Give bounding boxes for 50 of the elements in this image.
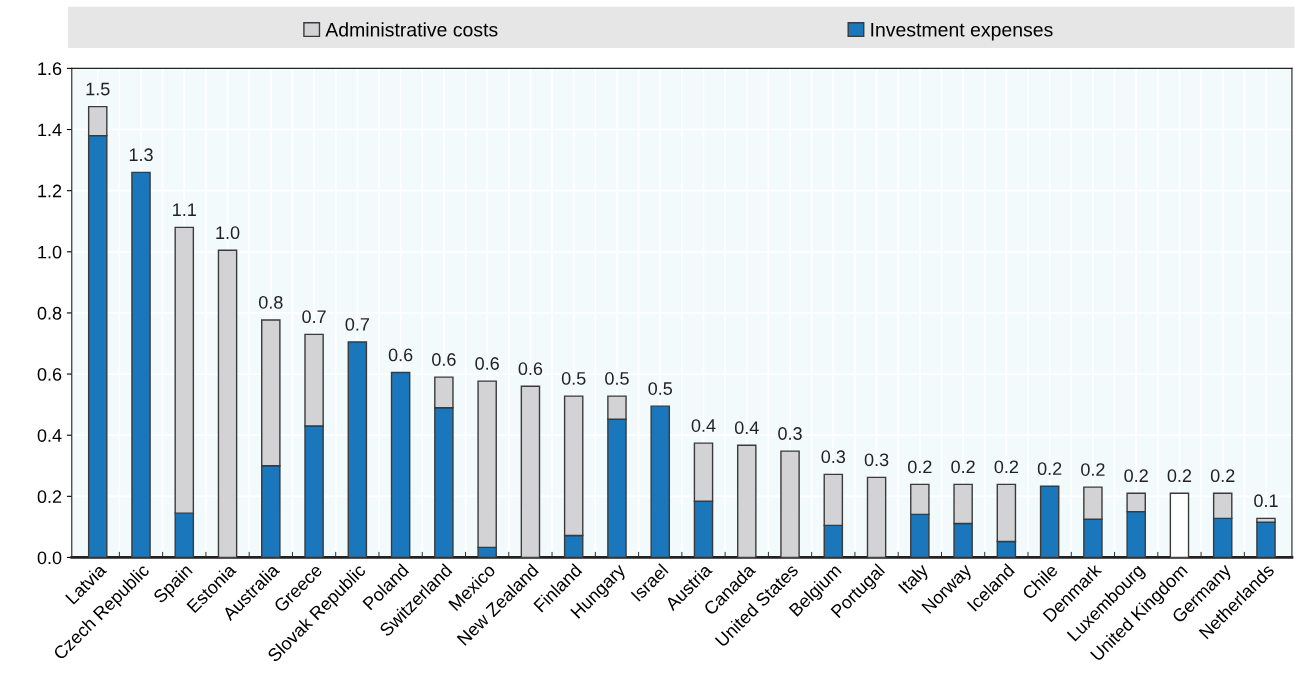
- y-tick-label: 1.6: [38, 62, 62, 76]
- total-label: 0.2: [1210, 469, 1235, 483]
- total-label: 0.2: [1081, 463, 1105, 476]
- legend-label: Administrative costs: [325, 22, 498, 37]
- total-label: 0.2: [994, 460, 1019, 474]
- total-label: 0.5: [605, 372, 629, 385]
- total-label: 0.6: [518, 362, 543, 376]
- total-label: 0.3: [864, 453, 889, 467]
- total-label: 1.5: [86, 82, 110, 96]
- bar: [736, 444, 757, 558]
- total-label: 0.2: [1124, 469, 1148, 483]
- total-label: 0.4: [691, 419, 716, 432]
- bar: [131, 171, 151, 558]
- y-tick-label: 0.6: [37, 368, 62, 381]
- bar: [520, 385, 541, 558]
- bar: [347, 341, 368, 558]
- total-label: 0.3: [778, 427, 802, 440]
- bar: [650, 405, 671, 558]
- bar: [866, 476, 887, 558]
- bar: [1039, 485, 1060, 558]
- total-label: 0.5: [561, 372, 586, 385]
- total-label: 1.3: [129, 148, 153, 162]
- y-tick-label: 0.8: [37, 306, 62, 320]
- total-label: 0.2: [1167, 469, 1192, 483]
- total-label: 0.6: [432, 353, 456, 366]
- bar: [390, 371, 411, 558]
- total-label: 0.1: [1254, 494, 1278, 508]
- y-tick-label: 1.4: [38, 123, 62, 137]
- total-label: 0.4: [734, 421, 759, 435]
- total-label: 0.7: [345, 317, 369, 331]
- total-label: 1.1: [173, 203, 196, 216]
- y-tick-label: 0.2: [37, 490, 62, 504]
- total-label: 0.6: [475, 357, 499, 370]
- total-label: 0.2: [1037, 462, 1062, 476]
- total-label: 0.8: [258, 295, 283, 309]
- legend-label: Investment expenses: [871, 23, 1053, 41]
- total-label: 0.7: [302, 310, 326, 324]
- total-label: 0.2: [951, 460, 975, 474]
- y-tick-label: 0.4: [37, 429, 62, 442]
- total-label: 0.2: [908, 460, 932, 474]
- text: 0.0: [37, 551, 62, 565]
- bar: [780, 450, 800, 558]
- total-label: 0.5: [648, 382, 673, 395]
- total-label: 1.0: [216, 226, 240, 240]
- y-tick-label: 1.2: [38, 184, 62, 198]
- total-label: 0.6: [388, 348, 413, 362]
- bar: [217, 249, 238, 558]
- bar: [1256, 521, 1276, 558]
- total-label: 0.3: [821, 450, 846, 464]
- text: 1.0: [38, 245, 62, 259]
